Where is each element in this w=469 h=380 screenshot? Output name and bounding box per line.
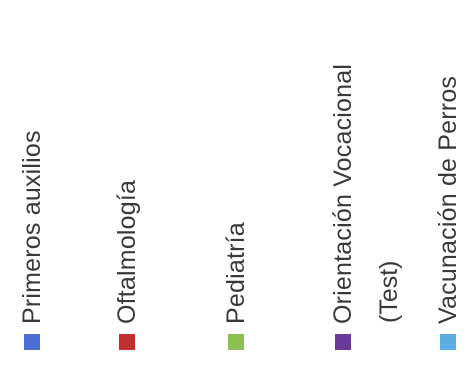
legend-label-oftalmologia: Oftalmología xyxy=(113,179,141,324)
legend-item-vacunacion-de-perros: Vacunación de Perros xyxy=(433,76,463,350)
legend-swatch-pediatria xyxy=(228,334,244,350)
legend-label-orientacion-vocacional: Orientación Vocacional xyxy=(329,63,357,324)
legend-item-pediatria: Pediatría xyxy=(221,222,251,350)
legend-swatch-orientacion-vocacional xyxy=(335,334,351,350)
legend-label-orientacion-vocacional-line2: (Test) xyxy=(375,260,403,324)
legend-item-primeros-auxilios: Primeros auxilios xyxy=(17,130,47,350)
legend-swatch-primeros-auxilios xyxy=(24,334,40,350)
legend-swatch-vacunacion-de-perros xyxy=(440,334,456,350)
legend-item-oftalmologia: Oftalmología xyxy=(112,180,142,350)
legend-swatch-oftalmologia xyxy=(119,334,135,350)
legend-label-pediatria: Pediatría xyxy=(222,222,250,324)
legend-item-orientacion-vocacional: Orientación Vocacional xyxy=(328,64,358,350)
legend-label-primeros-auxilios: Primeros auxilios xyxy=(18,130,46,324)
legend-label-vacunacion-de-perros: Vacunación de Perros xyxy=(434,75,462,324)
